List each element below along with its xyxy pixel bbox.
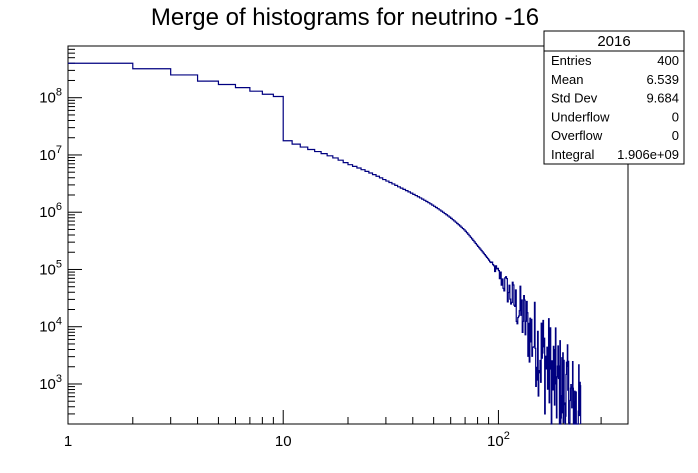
y-tick-label: 107 [39,144,62,164]
y-tick-label: 103 [39,373,62,393]
plot-area [67,45,629,425]
stats-value: 6.539 [646,72,679,87]
stats-label: Overflow [551,128,603,143]
stats-value: 400 [657,53,679,68]
x-axis-labels: 1 10 102 [64,430,510,450]
x-axis-ticks [67,410,629,424]
stats-label: Std Dev [551,91,598,106]
y-tick-label: 104 [39,316,62,336]
stats-value: 0 [672,109,679,124]
stats-box: 2016 Entries 400 Mean 6.539 Std Dev 9.684 Unde… [543,30,685,165]
y-axis-labels: 103 104 105 106 107 108 [39,87,62,393]
stats-value: 9.684 [646,91,679,106]
stats-label: Mean [551,72,584,87]
y-tick-label: 106 [39,201,62,221]
y-tick-label: 105 [39,258,62,278]
stats-label: Integral [551,147,594,162]
stats-value: 1.906e+09 [617,147,679,162]
stats-label: Underflow [551,109,610,124]
stats-value: 0 [672,128,679,143]
stats-box-frame [543,30,685,165]
y-axis-ticks [68,45,82,425]
x-tick-label: 1 [64,433,72,450]
x-tick-label: 10 [275,433,292,450]
x-tick-label: 102 [487,430,510,450]
stats-box-title: 2016 [597,33,630,50]
y-tick-label: 108 [39,87,62,107]
chart-title: Merge of histograms for neutrino -16 [151,4,539,31]
stats-label: Entries [551,53,592,68]
histogram-line [68,62,582,425]
